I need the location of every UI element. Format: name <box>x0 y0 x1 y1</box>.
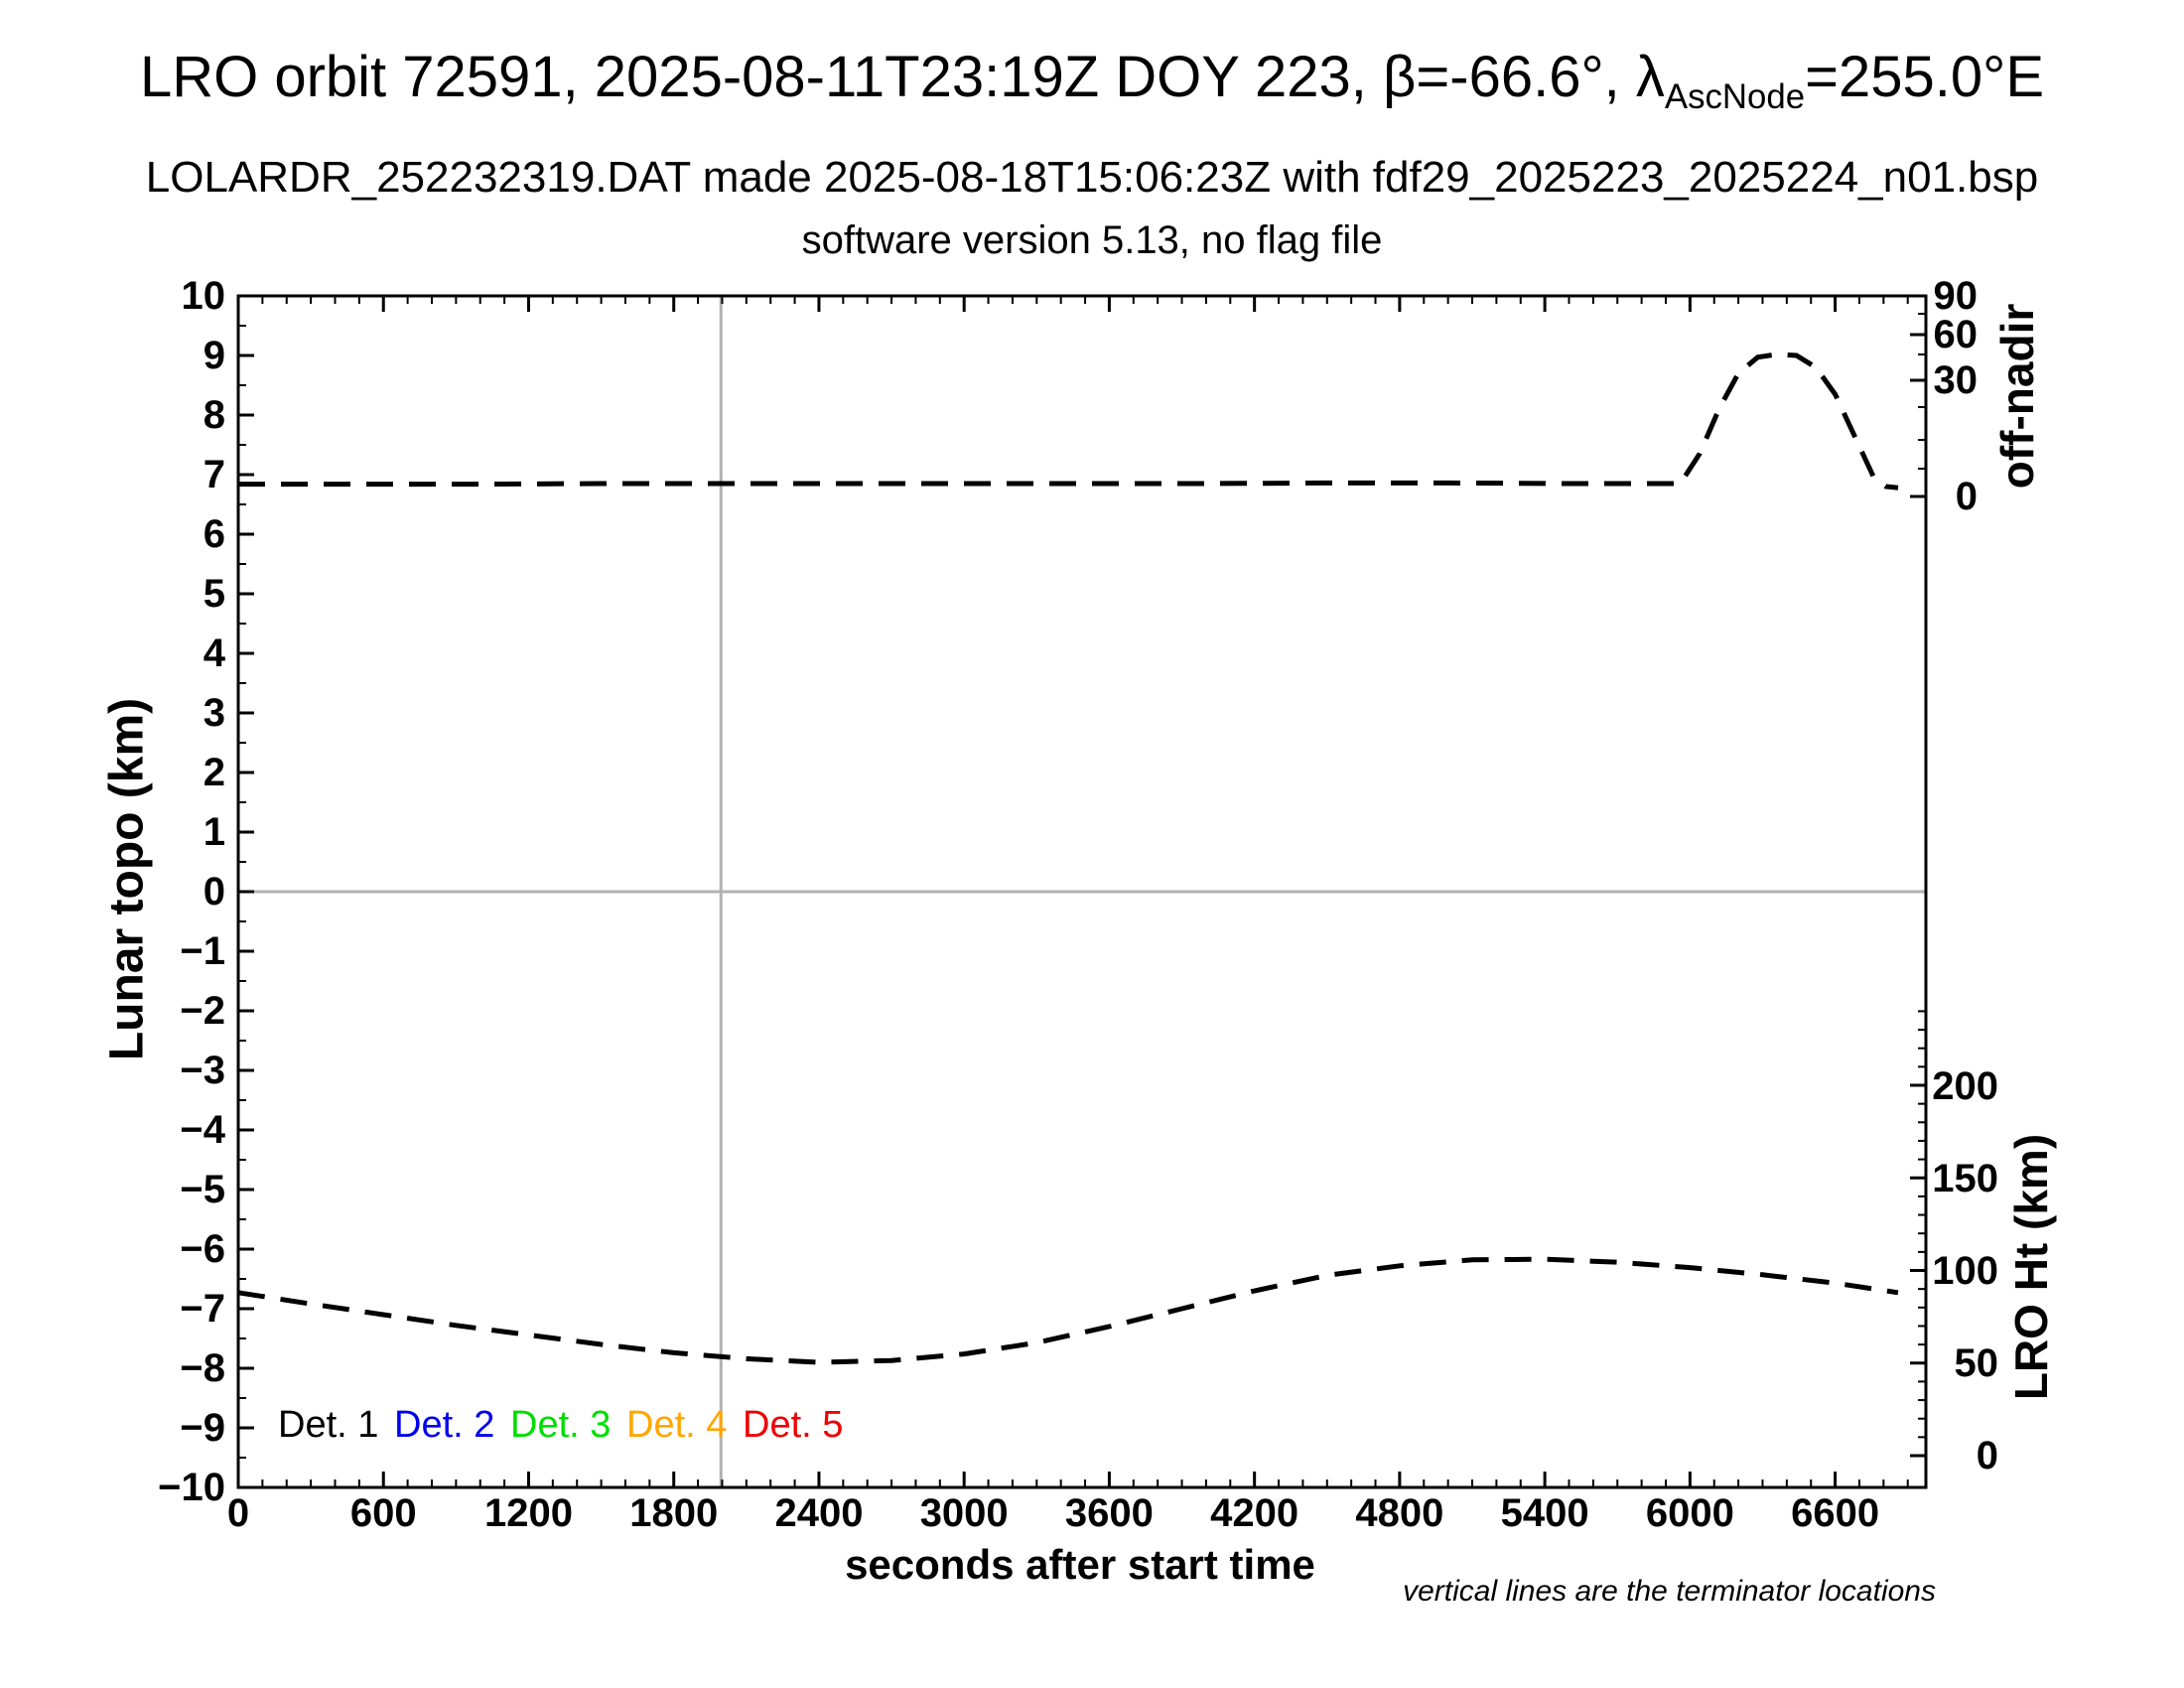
y-left-tick-label: 3 <box>204 691 225 735</box>
x-tick-label: 1800 <box>629 1491 718 1535</box>
y-left-tick-label: 2 <box>204 751 225 794</box>
x-tick-label: 3600 <box>1065 1491 1154 1535</box>
legend-item-det2: Det. 2 <box>394 1404 495 1446</box>
terminator-footnote: vertical lines are the terminator locati… <box>1403 1575 1936 1608</box>
y-left-tick-label: −9 <box>180 1406 225 1450</box>
x-tick-label: 600 <box>350 1491 417 1535</box>
y-left-tick-label: 4 <box>204 632 226 675</box>
y-left-tick-label: 9 <box>204 334 225 377</box>
x-tick-label: 5400 <box>1501 1491 1589 1535</box>
legend-item-det5: Det. 5 <box>743 1404 844 1446</box>
title-lambda-subscript: AscNode <box>1664 77 1806 117</box>
lro-ht-tick-label: 50 <box>1955 1341 1999 1385</box>
y-left-tick-label: 6 <box>204 512 225 556</box>
y-left-tick-label: −7 <box>180 1287 225 1331</box>
lro-ht-tick-label: 150 <box>1932 1157 1998 1200</box>
title-prefix: LRO orbit 72591, 2025-08-11T23:19Z DOY 2… <box>139 45 1665 109</box>
lro-ht-tick-label: 0 <box>1977 1434 1998 1477</box>
x-axis-label: seconds after start time <box>845 1541 1315 1588</box>
lro-height-curve <box>237 1256 1899 1365</box>
y-left-tick-label: −1 <box>180 929 225 973</box>
y-left-tick-label: −5 <box>180 1168 225 1211</box>
y-left-tick-label: −3 <box>180 1049 225 1092</box>
subtitle-software-version: software version 5.13, no flag file <box>801 218 1383 262</box>
lro-ht-tick-label: 100 <box>1932 1249 1998 1293</box>
y-left-tick-label: 5 <box>204 572 225 616</box>
x-tick-label: 6600 <box>1791 1491 1879 1535</box>
right-axis-label-lro-ht: LRO Ht (km) <box>2005 1133 2057 1401</box>
y-left-tick-label: 10 <box>182 274 226 318</box>
y-left-tick-label: −8 <box>180 1346 225 1390</box>
y-left-tick-label: 7 <box>204 453 225 496</box>
y-left-tick-label: −6 <box>180 1227 225 1271</box>
legend-item-det4: Det. 4 <box>626 1404 728 1446</box>
y-left-tick-label: 8 <box>204 393 225 437</box>
legend-item-det1: Det. 1 <box>278 1404 379 1446</box>
title-suffix: =255.0°E <box>1805 45 2045 109</box>
y-left-tick-label: 0 <box>204 870 225 914</box>
x-tick-label: 4200 <box>1210 1491 1298 1535</box>
y-left-tick-label: −4 <box>180 1108 225 1152</box>
x-tick-label: 0 <box>227 1491 249 1535</box>
off-nadir-tick-label: 30 <box>1934 358 1979 402</box>
right-axis-label-off-nadir: off-nadir <box>1991 303 2043 490</box>
y-axis-label-lunar-topo: Lunar topo (km) <box>100 697 154 1061</box>
page-title: LRO orbit 72591, 2025-08-11T23:19Z DOY 2… <box>0 44 2184 117</box>
x-tick-label: 4800 <box>1355 1491 1443 1535</box>
legend-item-det3: Det. 3 <box>510 1404 612 1446</box>
lro-ht-tick-label: 200 <box>1932 1064 1998 1108</box>
y-left-tick-label: −10 <box>158 1466 225 1509</box>
y-left-tick-label: 1 <box>204 810 225 854</box>
y-left-tick-label: −2 <box>180 989 225 1033</box>
x-tick-label: 1200 <box>484 1491 573 1535</box>
x-tick-label: 2400 <box>774 1491 863 1535</box>
subtitle-data-file: LOLARDR_252232319.DAT made 2025-08-18T15… <box>145 153 2039 202</box>
off-nadir-tick-label: 0 <box>1956 475 1978 518</box>
off-nadir-curve <box>238 352 1899 491</box>
off-nadir-tick-label: 90 <box>1934 274 1979 318</box>
x-tick-label: 3000 <box>920 1491 1009 1535</box>
off-nadir-tick-label: 60 <box>1934 313 1979 356</box>
x-tick-label: 6000 <box>1646 1491 1734 1535</box>
